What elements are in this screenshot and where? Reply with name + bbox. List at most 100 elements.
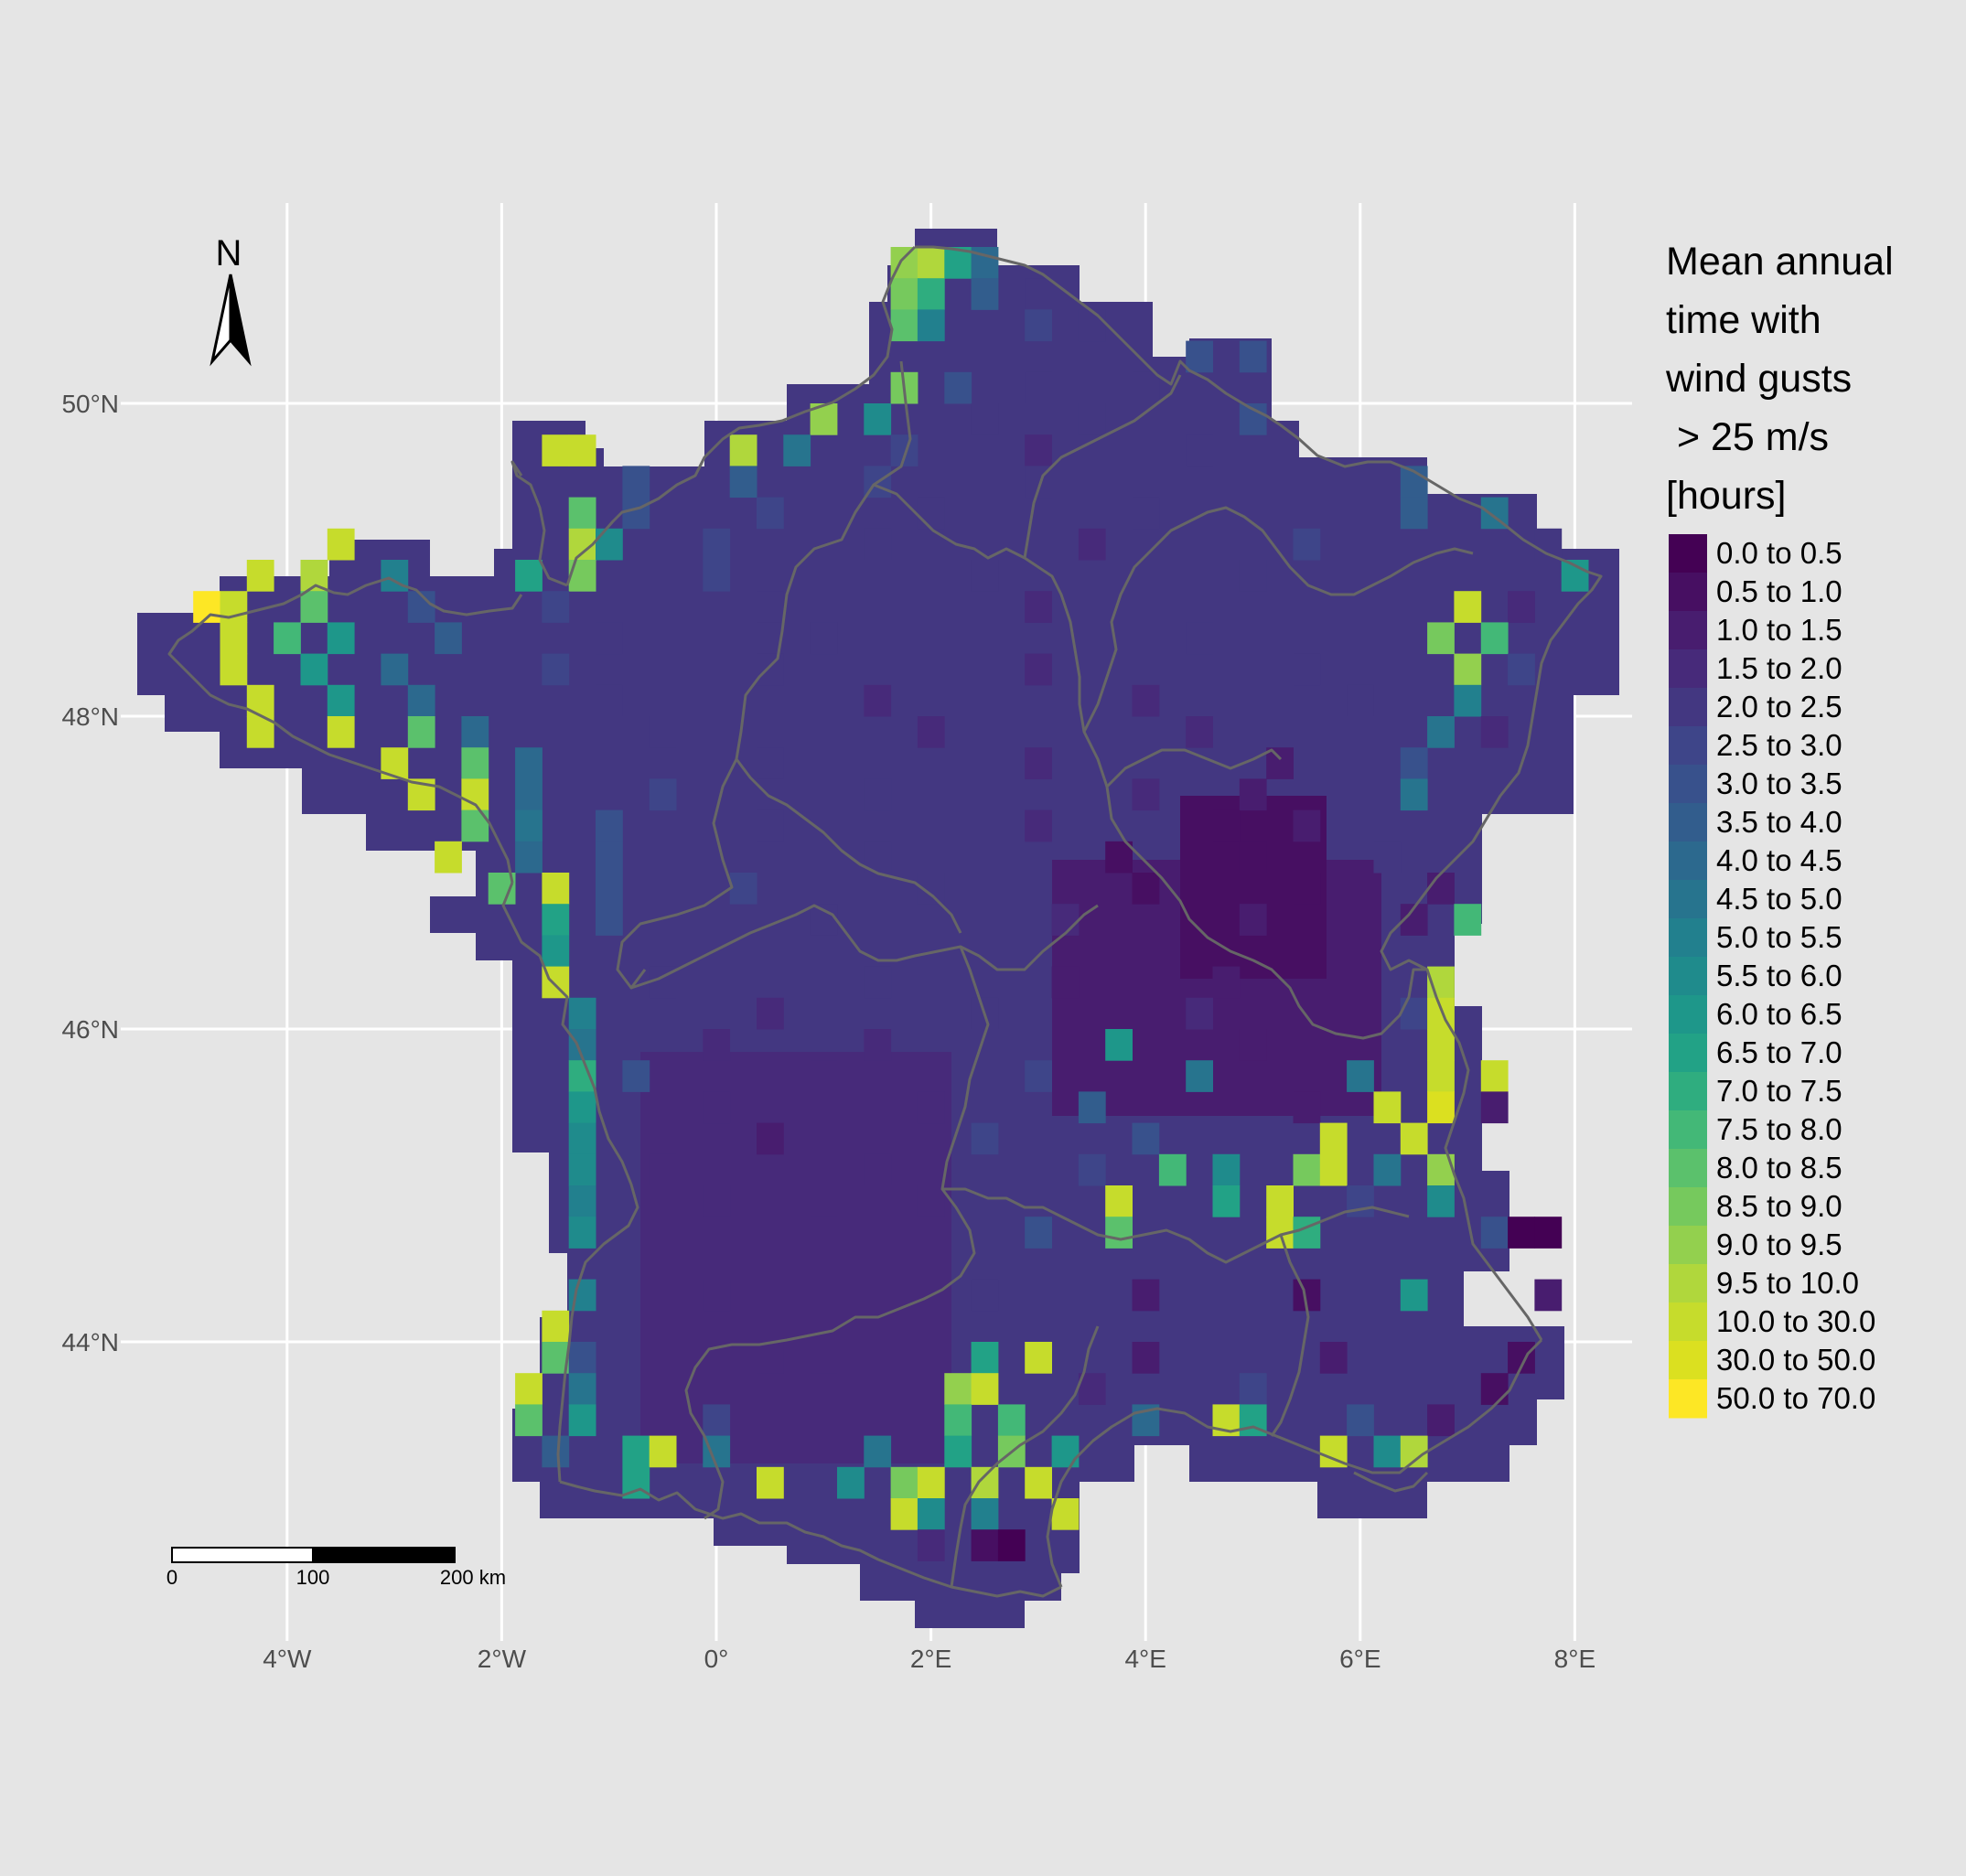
heatmap-cell <box>542 591 570 623</box>
heatmap-cell <box>810 1373 838 1405</box>
heatmap-cell <box>810 622 838 655</box>
scale-bar: 0 100 200 km <box>167 1547 506 1589</box>
legend-key-swatch <box>1669 1149 1707 1188</box>
heatmap-cell <box>1319 1122 1348 1155</box>
heatmap-cell <box>1373 1091 1402 1124</box>
heatmap-cell <box>1239 1373 1267 1405</box>
heatmap-cell <box>917 1529 945 1561</box>
legend-key-swatch <box>1669 765 1707 804</box>
heatmap-cell <box>622 466 650 498</box>
heatmap-cell <box>300 591 328 623</box>
heatmap-cell <box>757 591 784 623</box>
scale-bar-segment-white <box>171 1547 314 1563</box>
legend-key-label: 9.5 to 10.0 <box>1716 1266 1859 1300</box>
heatmap-cell <box>757 747 784 779</box>
region-boundaries <box>167 245 1603 1598</box>
north-arrow-label: N <box>216 233 242 273</box>
heatmap-cell <box>568 1122 596 1155</box>
heatmap-cell <box>1480 1373 1509 1405</box>
heatmap-cell <box>515 1404 543 1437</box>
lon-tick-label: 6°E <box>1339 1645 1380 1673</box>
legend-key-swatch <box>1669 1226 1707 1265</box>
heatmap-cell <box>1480 1060 1509 1092</box>
border-pyrenees <box>559 1480 1062 1598</box>
coastline-mediterranean <box>1046 1338 1543 1588</box>
heatmap-cell <box>757 1122 784 1155</box>
heatmap-cell <box>1105 841 1133 874</box>
region-line-6 <box>1105 748 1283 788</box>
heatmap-cell <box>327 622 355 655</box>
heatmap-cell <box>1239 1029 1267 1061</box>
heatmap-cell <box>917 1498 945 1530</box>
heatmap-cell <box>1293 528 1321 561</box>
heatmap-cell <box>810 1217 838 1249</box>
heatmap-cell <box>1239 340 1267 373</box>
heatmap-cell <box>1293 653 1321 686</box>
heatmap-cell <box>1480 1217 1509 1249</box>
heatmap-cell <box>1454 684 1482 717</box>
heatmap-cell <box>1132 497 1160 530</box>
heatmap-cell <box>1427 997 1455 1030</box>
heatmap-cell <box>1051 904 1080 936</box>
heatmap-cell <box>542 935 570 968</box>
heatmap-cell <box>997 1529 1026 1561</box>
heatmap-cell <box>542 1435 570 1468</box>
legend-key-label: 50.0 to 70.0 <box>1716 1381 1875 1415</box>
lat-tick-label: 46°N <box>61 1015 119 1044</box>
heatmap-cell <box>864 1435 892 1468</box>
heatmap-cell <box>1347 1185 1374 1217</box>
heatmap-cells <box>137 229 1619 1628</box>
heatmap-cell <box>971 1122 999 1155</box>
heatmap-cell <box>1158 1153 1187 1186</box>
latitude-axis-labels: 50°N 48°N 46°N 44°N <box>61 390 119 1356</box>
heatmap-cell <box>971 560 999 592</box>
legend-keys: 0.0 to 0.5 0.5 to 1.0 1.0 to 1.5 1.5 to 2.0… <box>1669 534 1875 1419</box>
legend-key-swatch <box>1669 1110 1707 1150</box>
heatmap-cell <box>944 1404 972 1437</box>
heatmap-cell <box>757 997 784 1030</box>
heatmap-cell <box>407 716 435 748</box>
scale-label-0: 0 <box>167 1566 177 1589</box>
heatmap-cell <box>542 904 570 936</box>
heatmap-cell <box>1480 716 1509 748</box>
heatmap-cell <box>1132 778 1160 811</box>
heatmap-cell <box>1025 434 1052 466</box>
heatmap-cell <box>381 653 409 686</box>
heatmap-cell <box>1293 1153 1321 1186</box>
heatmap-cell <box>1132 1342 1160 1374</box>
heatmap-cell <box>1025 371 1052 404</box>
heatmap-cell <box>220 653 248 686</box>
heatmap-cell <box>1078 1091 1106 1124</box>
lon-tick-label: 2°W <box>478 1645 527 1673</box>
heatmap-cell <box>971 1373 999 1405</box>
heatmap-cell <box>568 997 596 1030</box>
heatmap-cell <box>300 653 328 686</box>
heatmap-cell <box>1105 1029 1133 1061</box>
heatmap-cell <box>1186 622 1213 655</box>
heatmap-cell <box>1508 1217 1535 1249</box>
heatmap-cell <box>515 841 543 874</box>
heatmap-cell <box>1293 873 1321 905</box>
heatmap-cell <box>568 1153 596 1186</box>
region-centre-interior <box>805 723 1025 896</box>
heatmap-cell <box>1186 997 1213 1030</box>
heatmap-cell <box>435 841 462 874</box>
lat-tick-label: 44°N <box>61 1328 119 1356</box>
heatmap-cell <box>1078 1373 1106 1405</box>
heatmap-cell <box>568 1217 596 1249</box>
legend-key-swatch <box>1669 918 1707 958</box>
heatmap-cell <box>810 904 838 936</box>
heatmap-cell <box>327 528 355 561</box>
heatmap-cell <box>917 1185 945 1217</box>
heatmap-cell <box>1186 1060 1213 1092</box>
heatmap-cell <box>1132 1279 1160 1312</box>
legend-key-label: 3.0 to 3.5 <box>1716 766 1842 800</box>
heatmap-cell <box>568 1060 596 1092</box>
heatmap-cell <box>1454 591 1482 623</box>
heatmap-cell <box>246 560 274 592</box>
legend-key-swatch <box>1669 842 1707 881</box>
heatmap-cell <box>596 622 623 655</box>
heatmap-cell <box>542 873 570 905</box>
heatmap-cell <box>1347 684 1374 717</box>
heatmap-cell <box>757 1342 784 1374</box>
